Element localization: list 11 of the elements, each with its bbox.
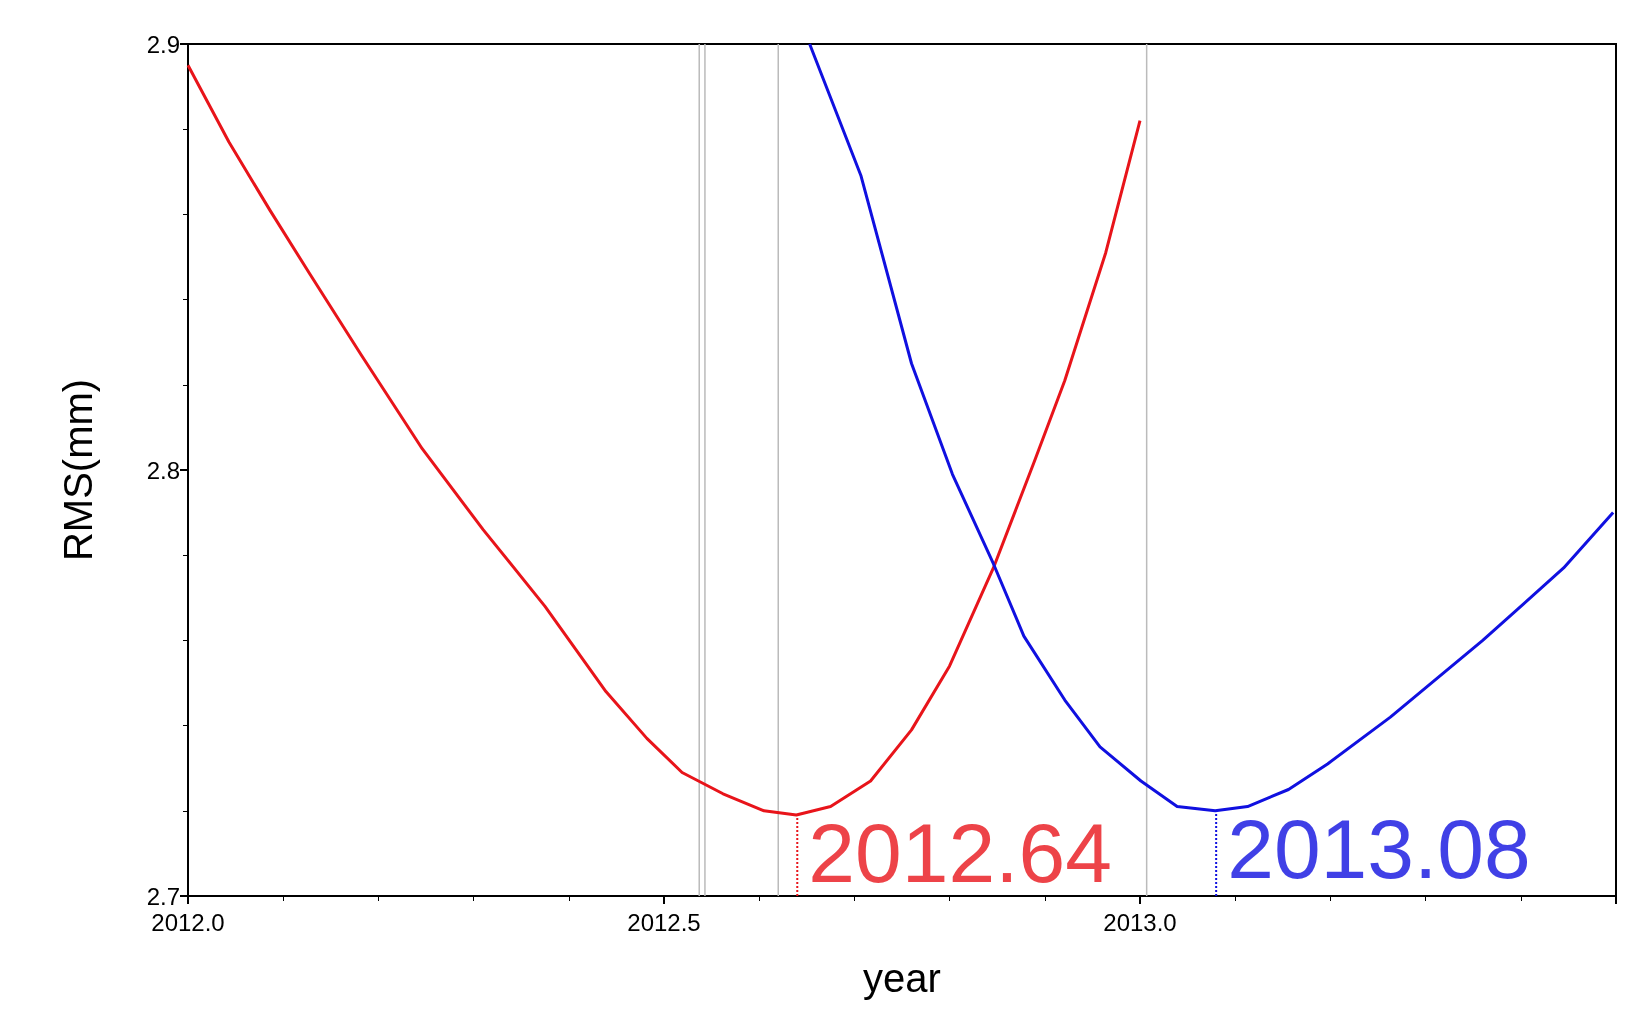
line-series: [808, 42, 1615, 813]
x-tick-label: 2012.5: [627, 908, 701, 936]
x-tick-label: 2012.0: [151, 908, 225, 936]
x-axis-title: year: [863, 956, 941, 1000]
y-tick-label: 2.8: [146, 456, 180, 484]
x-tick-label: 2013.0: [1103, 908, 1177, 936]
y-axis-title: RMS(mm): [56, 378, 100, 562]
y-tick-label: 2.7: [146, 882, 180, 910]
y-tick-label: 2.9: [146, 30, 180, 58]
annotation: 2013.08: [1227, 801, 1531, 896]
annotation: 2012.64: [808, 806, 1112, 901]
